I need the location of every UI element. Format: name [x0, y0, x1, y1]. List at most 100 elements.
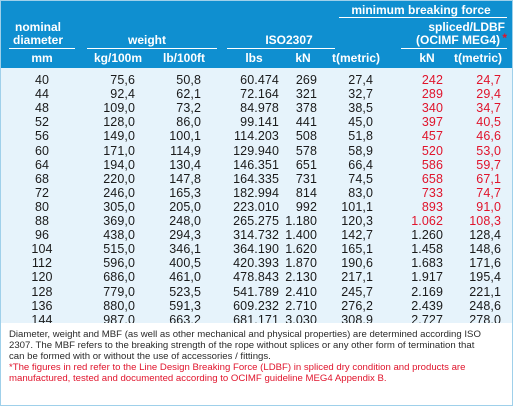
cell-lb: 523,5 — [169, 284, 201, 299]
table-header: minimum breaking force nominal diameter … — [1, 1, 512, 68]
cell-t: 101,1 — [341, 199, 373, 214]
cell-kn: 814 — [295, 185, 317, 200]
header-spliced-kn: kN — [419, 51, 435, 65]
cell-kn: 378 — [295, 101, 317, 116]
cell-dia: 120 — [31, 270, 53, 285]
header-weight: weight — [128, 33, 166, 47]
cell-lbs: 541.789 — [233, 284, 279, 299]
table-row: 48 109,0 73,2 84.978 378 38,5 340 34,7 — [1, 100, 512, 116]
table-row: 112 596,0 400,5 420.393 1.870 190,6 1.683 171,6 — [1, 255, 512, 271]
cell-lb: 248,0 — [169, 214, 201, 228]
cell-skn: 1.458 — [411, 242, 443, 257]
cell-lb: 461,0 — [169, 270, 201, 285]
cell-dia: 80 — [34, 199, 50, 214]
header-weight-kg: kg/100m — [93, 51, 143, 65]
cell-lb: 73,2 — [176, 101, 201, 116]
cell-kn: 1.180 — [285, 214, 317, 228]
cell-kg: 246,0 — [103, 185, 135, 200]
cell-lbs: 223.010 — [233, 199, 279, 214]
cell-lbs: 60.474 — [240, 73, 279, 87]
footnote-red-line-2: manufactured, tested and documented acco… — [9, 373, 387, 384]
cell-kg: 171,0 — [103, 143, 135, 158]
cell-kn: 1.620 — [285, 242, 317, 257]
cell-kn: 441 — [295, 115, 317, 130]
cell-lbs: 164.335 — [233, 171, 279, 186]
cell-kn: 1.400 — [285, 228, 317, 243]
cell-lbs: 84.978 — [240, 101, 279, 116]
cell-kg: 92,4 — [110, 87, 135, 102]
cell-dia: 40 — [34, 73, 50, 87]
cell-dia: 112 — [31, 256, 53, 271]
cell-t: 120,3 — [341, 214, 373, 228]
header-mbf-group: minimum breaking force — [351, 3, 491, 17]
header-spliced-tmetric: t(metric) — [453, 51, 502, 65]
cell-lbs: 364.190 — [233, 242, 279, 257]
header-divider-weight — [87, 48, 217, 49]
cell-st: 108,3 — [469, 214, 501, 228]
table-row: 128 779,0 523,5 541.789 2.410 245,7 2.169 221,1 — [1, 284, 512, 300]
footnote-red-line-1: *The figures in red refer to the Line De… — [9, 362, 466, 373]
cell-t: 45,0 — [348, 115, 373, 130]
cell-lbs: 182.994 — [233, 185, 279, 200]
header-spliced-label: (OCIMF MEG4) — [416, 33, 500, 47]
cell-kn: 269 — [295, 73, 317, 87]
table-row: 56 149,0 100,1 114.203 508 51,8 457 46,6 — [1, 128, 512, 144]
table-row: 120 686,0 461,0 478.843 2.130 217,1 1.917 195,4 — [1, 269, 512, 285]
table-row: 72 246,0 165,3 182.994 814 83,0 733 74,7 — [1, 185, 512, 201]
cell-lb: 400,5 — [169, 256, 201, 271]
cell-lb: 130,4 — [169, 157, 201, 172]
table-row: 104 515,0 346,1 364.190 1.620 165,1 1.458 148,6 — [1, 241, 512, 257]
cell-dia: 56 — [34, 129, 50, 144]
header-iso-lbs: lbs — [245, 51, 263, 65]
cell-skn: 658 — [421, 171, 443, 186]
cell-lb: 346,1 — [169, 242, 201, 257]
cell-lb: 100,1 — [169, 129, 201, 144]
cell-st: 29,4 — [476, 87, 501, 102]
cell-skn: 893 — [421, 199, 443, 214]
cell-kn: 578 — [295, 143, 317, 158]
cell-t: 27,4 — [348, 73, 373, 87]
header-spliced-asterisk: * — [502, 31, 507, 45]
header-iso: ISO2307 — [265, 33, 313, 47]
table-row: 88 369,0 248,0 265.275 1.180 120,3 1.062 108,3 — [1, 213, 512, 229]
table-row: 136 880,0 591,3 609.232 2.710 276,2 2.439 248,6 — [1, 298, 512, 314]
footnote-line-2: 2307. The MBF refers to the breaking str… — [9, 340, 475, 351]
cell-kn: 731 — [295, 171, 317, 186]
cell-kg: 305,0 — [103, 199, 135, 214]
cell-dia: 128 — [31, 284, 53, 299]
cell-lb: 50,8 — [176, 73, 201, 87]
footnote-line-1: Diameter, weight and MBF (as well as oth… — [9, 329, 481, 340]
cell-st: 24,7 — [476, 73, 501, 87]
cell-t: 32,7 — [348, 87, 373, 102]
cell-t: 276,2 — [341, 298, 373, 313]
header-iso-kn: kN — [295, 51, 311, 65]
header-diameter-unit: mm — [31, 51, 53, 65]
cell-skn: 2.439 — [411, 298, 443, 313]
cell-skn: 1.062 — [411, 214, 443, 228]
cell-kg: 194,0 — [103, 157, 135, 172]
cell-t: 142,7 — [341, 228, 373, 243]
cell-dia: 96 — [34, 228, 50, 243]
cell-kg: 515,0 — [103, 242, 135, 257]
cell-kg: 779,0 — [103, 284, 135, 299]
cell-st: 221,1 — [469, 284, 501, 299]
cell-st: 53,0 — [476, 143, 501, 158]
cell-dia: 88 — [34, 214, 50, 228]
cell-skn: 586 — [421, 157, 443, 172]
table-row: 44 92,4 62,1 72.164 321 32,7 289 29,4 — [1, 86, 512, 102]
header-divider-iso — [227, 48, 335, 49]
cell-skn: 733 — [421, 185, 443, 200]
cell-dia: 52 — [34, 115, 50, 130]
cell-kn: 2.710 — [285, 298, 317, 313]
cell-st: 91,0 — [476, 199, 501, 214]
cell-kg: 109,0 — [103, 101, 135, 116]
table-footer-divider — [1, 323, 512, 325]
cell-skn: 1.917 — [411, 270, 443, 285]
header-divider-spliced — [401, 48, 507, 49]
header-divider-mbf — [339, 17, 507, 18]
cell-kg: 686,0 — [103, 270, 135, 285]
table-row: 68 220,0 147,8 164.335 731 74,5 658 67,1 — [1, 171, 512, 187]
cell-t: 217,1 — [341, 270, 373, 285]
cell-skn: 2.169 — [411, 284, 443, 299]
